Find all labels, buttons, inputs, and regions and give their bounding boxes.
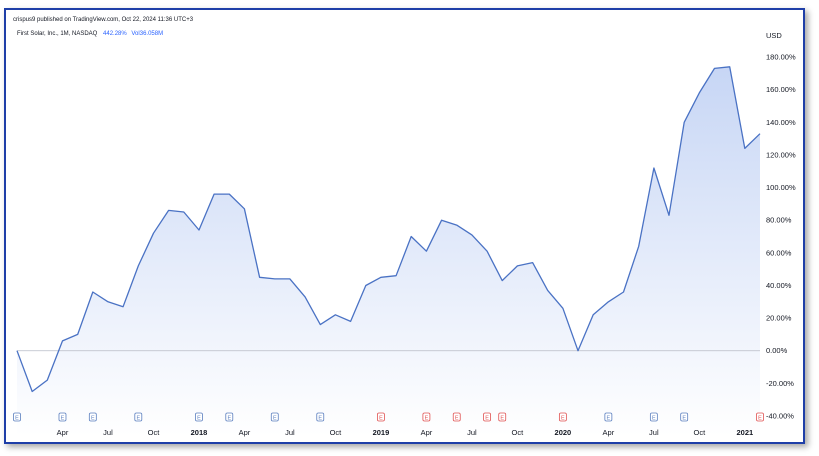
y-tick-label: -40.00% — [766, 412, 794, 421]
earnings-marker-box — [498, 412, 507, 422]
x-tick-label: 2020 — [555, 428, 572, 437]
y-tick-label: 180.00% — [766, 53, 796, 62]
earnings-marker[interactable]: E — [316, 412, 325, 422]
earnings-marker[interactable]: E — [483, 412, 491, 422]
x-tick-label: Jul — [649, 428, 659, 437]
earnings-marker-box — [483, 412, 491, 422]
x-tick-label: 2018 — [191, 428, 208, 437]
earnings-marker[interactable]: E — [452, 412, 461, 422]
area-fill — [17, 66, 760, 437]
earnings-marker-label: E — [607, 416, 611, 422]
earnings-marker-label: E — [197, 416, 201, 422]
x-tick-label: 2019 — [373, 428, 390, 437]
earnings-marker-label: E — [425, 416, 429, 422]
earnings-marker-label: E — [15, 416, 19, 422]
x-tick-label: 2021 — [736, 428, 753, 437]
earnings-marker[interactable]: E — [558, 412, 567, 422]
earnings-marker-box — [452, 412, 461, 422]
earnings-marker-box — [756, 412, 764, 422]
earnings-marker-box — [649, 412, 658, 422]
earnings-marker[interactable]: E — [649, 412, 658, 422]
earnings-marker-box — [422, 412, 431, 422]
earnings-marker-box — [58, 412, 67, 422]
earnings-marker[interactable]: E — [88, 412, 97, 422]
x-tick-label: Jul — [467, 428, 477, 437]
x-tick-label: Apr — [239, 428, 251, 437]
earnings-marker[interactable]: E — [270, 412, 279, 422]
y-tick-label: 140.00% — [766, 118, 796, 127]
earnings-marker[interactable]: E — [13, 412, 21, 422]
symbol-name: First Solar, Inc., 1M, NASDAQ — [17, 31, 98, 37]
earnings-marker[interactable]: E — [604, 412, 613, 422]
y-tick-label: 20.00% — [766, 314, 792, 323]
earnings-marker-label: E — [561, 416, 565, 422]
earnings-marker[interactable]: E — [225, 412, 234, 422]
y-tick-label: 60.00% — [766, 248, 792, 257]
earnings-marker-label: E — [273, 416, 277, 422]
earnings-marker-box — [88, 412, 97, 422]
earnings-marker-label: E — [682, 416, 686, 422]
y-tick-label: -20.00% — [766, 379, 794, 388]
earnings-marker-box — [225, 412, 234, 422]
volume-value: Vol36.058M — [131, 31, 164, 37]
earnings-marker[interactable]: E — [377, 412, 385, 422]
publish-info: crispus9 published on TradingView.com, O… — [13, 17, 194, 23]
earnings-marker-label: E — [136, 416, 140, 422]
earnings-marker-box — [558, 412, 567, 422]
change-percent: 442.28% — [103, 31, 127, 37]
earnings-marker[interactable]: E — [58, 412, 67, 422]
x-tick-label: Oct — [330, 428, 343, 437]
earnings-marker-label: E — [61, 416, 65, 422]
y-tick-label: 160.00% — [766, 85, 796, 94]
earnings-marker[interactable]: E — [680, 412, 689, 422]
earnings-marker[interactable]: E — [195, 412, 203, 422]
earnings-marker-label: E — [485, 416, 489, 422]
earnings-marker-label: E — [500, 416, 504, 422]
earnings-marker[interactable]: E — [422, 412, 431, 422]
x-tick-label: Oct — [512, 428, 525, 437]
x-tick-label: Apr — [421, 428, 433, 437]
earnings-marker-label: E — [455, 416, 459, 422]
series-line — [16, 66, 761, 393]
earnings-marker[interactable]: E — [498, 412, 507, 422]
earnings-marker-box — [195, 412, 203, 422]
earnings-marker-box — [680, 412, 689, 422]
x-tick-label: Jul — [103, 428, 113, 437]
earnings-marker-label: E — [758, 416, 762, 422]
earnings-marker[interactable]: E — [756, 412, 764, 422]
x-tick-label: Apr — [57, 428, 69, 437]
earnings-marker-box — [604, 412, 613, 422]
y-tick-label: 120.00% — [766, 150, 796, 159]
earnings-marker-label: E — [379, 416, 383, 422]
x-tick-label: Apr — [603, 428, 615, 437]
earnings-marker-label: E — [227, 416, 231, 422]
y-tick-label: 0.00% — [766, 346, 788, 355]
earnings-marker-box — [377, 412, 385, 422]
x-tick-label: Oct — [148, 428, 161, 437]
earnings-marker-box — [270, 412, 279, 422]
x-tick-label: Jul — [285, 428, 295, 437]
y-tick-label: 40.00% — [766, 281, 792, 290]
earnings-marker-box — [316, 412, 325, 422]
symbol-legend: First Solar, Inc., 1M, NASDAQ 442.28% Vo… — [17, 31, 163, 37]
x-tick-label: Oct — [694, 428, 707, 437]
earnings-marker-box — [134, 412, 143, 422]
earnings-marker-label: E — [91, 416, 95, 422]
y-tick-label: 80.00% — [766, 216, 792, 225]
earnings-marker-label: E — [652, 416, 656, 422]
earnings-marker[interactable]: E — [134, 412, 143, 422]
earnings-marker-label: E — [318, 416, 322, 422]
y-tick-label: 100.00% — [766, 183, 796, 192]
currency-label: USD — [766, 31, 782, 40]
earnings-marker-box — [13, 412, 21, 422]
